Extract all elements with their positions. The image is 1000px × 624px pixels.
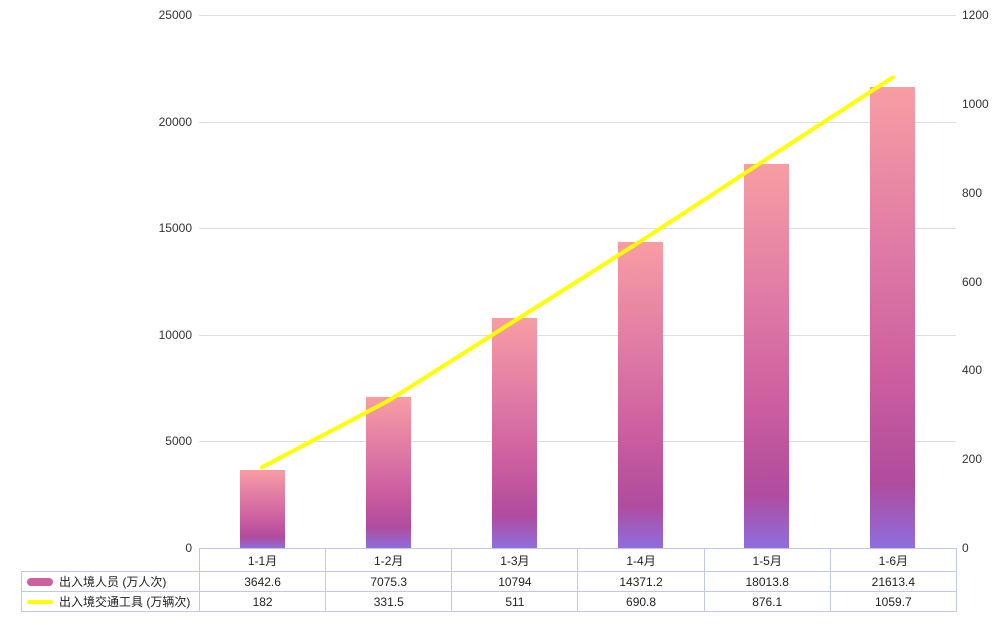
value-cell-1-1: 331.5	[325, 591, 453, 612]
category-header-1-2月: 1-2月	[325, 548, 453, 572]
table-row: 出入境交通工具 (万辆次) 182 331.5 511 690.8 876.1 1059.7	[21, 591, 957, 612]
traffic-line	[260, 75, 895, 470]
gridline-5000	[199, 441, 956, 443]
value-cell-0-3: 14371.2	[577, 571, 705, 592]
left-axis-tick-15000: 15000	[158, 221, 192, 236]
category-header-1-4月: 1-4月	[577, 548, 705, 572]
table-row: 出入境人员 (万人次) 3642.6 7075.3 10794 14371.2 18013…	[21, 571, 957, 592]
left-axis-tick-5000: 5000	[165, 434, 192, 449]
legend-cell: 出入境人员 (万人次)	[21, 571, 200, 592]
bar-1-4月	[618, 241, 664, 548]
bar-1-6月	[870, 87, 916, 548]
value-cell-1-0: 182	[198, 591, 327, 612]
value-cell-0-5: 21613.4	[829, 571, 957, 592]
value-cell-1-2: 511	[451, 591, 579, 612]
left-axis-tick-25000: 25000	[158, 8, 192, 22]
bar-1-1月	[239, 470, 285, 548]
data-table: 1-1月 1-2月 1-3月 1-4月 1-5月 1-6月 出入境人员 (万人次) 3642…	[21, 548, 957, 612]
right-axis-tick-200: 200	[962, 452, 983, 467]
table-header-row: 1-1月 1-2月 1-3月 1-4月 1-5月 1-6月	[22, 548, 957, 572]
plot-area	[199, 15, 956, 548]
line-series	[260, 75, 895, 470]
right-axis-tick-400: 400	[962, 363, 983, 378]
value-cell-1-5: 1059.7	[829, 591, 957, 612]
right-axis-tick-800: 800	[962, 185, 983, 200]
category-header-1-1月: 1-1月	[198, 548, 327, 572]
left-axis-tick-0: 0	[185, 541, 192, 555]
bar-1-2月	[365, 397, 411, 548]
value-cell-1-3: 690.8	[577, 591, 705, 612]
gridline-25000	[199, 15, 956, 16]
right-axis-tick-0: 0	[962, 541, 969, 555]
right-axis-tick-1000: 1000	[962, 96, 989, 111]
bar-legend-icon	[27, 577, 53, 586]
legend-cell: 出入境交通工具 (万辆次)	[21, 591, 200, 612]
bar-1-5月	[744, 163, 790, 548]
value-cell-0-1: 7075.3	[325, 571, 453, 592]
value-cell-0-4: 18013.8	[703, 571, 831, 592]
category-header-1-3月: 1-3月	[451, 548, 579, 572]
category-header-1-5月: 1-5月	[703, 548, 831, 572]
value-cell-0-2: 10794	[451, 571, 579, 592]
gridline-20000	[199, 121, 956, 123]
value-cell-0-0: 3642.6	[198, 571, 327, 592]
value-cell-1-4: 876.1	[703, 591, 831, 612]
gridline-10000	[199, 334, 956, 336]
bar-1-3月	[491, 317, 537, 548]
left-axis-tick-20000: 20000	[158, 114, 192, 129]
table-corner-cell	[22, 549, 200, 572]
right-axis-tick-1200: 1200	[962, 8, 989, 22]
legend-label: 出入境交通工具 (万辆次)	[59, 595, 191, 609]
right-axis-tick-600: 600	[962, 274, 983, 289]
gridline-15000	[199, 228, 956, 230]
line-legend-icon	[27, 599, 53, 604]
category-header-1-6月: 1-6月	[829, 548, 957, 572]
left-axis-tick-10000: 10000	[158, 327, 192, 342]
legend-label: 出入境人员 (万人次)	[59, 575, 167, 589]
